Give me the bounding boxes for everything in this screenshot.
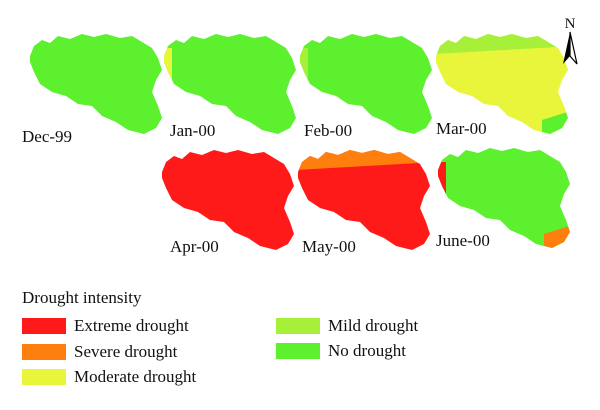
- legend-item-mild-drought: Mild drought: [276, 316, 418, 336]
- basin-base-fill: [30, 34, 162, 134]
- map-panel-apr-00: [162, 150, 294, 250]
- map-panel-may-00: [298, 150, 430, 250]
- legend-label: No drought: [328, 341, 406, 360]
- legend-title: Drought intensity: [22, 288, 142, 307]
- basin-base-fill: [162, 150, 294, 250]
- map-label: May-00: [302, 237, 356, 256]
- drought-patch-mild-drought: [300, 48, 308, 84]
- legend-swatch: [276, 318, 320, 334]
- legend-item-extreme-drought: Extreme drought: [22, 316, 189, 336]
- map-label: Jan-00: [170, 121, 215, 140]
- legend-item-no-drought: No drought: [276, 341, 406, 361]
- drought-patch-severe-drought: [544, 224, 570, 248]
- legend-swatch: [22, 318, 66, 334]
- basin-base-fill: [164, 34, 296, 134]
- legend-label: Severe drought: [74, 342, 178, 361]
- map-label: Dec-99: [22, 127, 72, 146]
- legend-label: Mild drought: [328, 316, 419, 335]
- drought-patch-moderate-drought: [164, 48, 172, 84]
- drought-patch-extreme-drought: [438, 162, 446, 198]
- north-label: N: [565, 16, 576, 32]
- legend-swatch: [22, 369, 66, 385]
- north-arrow: [563, 31, 578, 65]
- legend-item-moderate-drought: Moderate drought: [22, 367, 196, 387]
- map-label: Feb-00: [304, 121, 352, 140]
- legend-swatch: [22, 344, 66, 360]
- legend-label: Extreme drought: [74, 316, 189, 335]
- map-panel-feb-00: [300, 34, 432, 134]
- map-panel-jan-00: [164, 34, 296, 134]
- legend-item-severe-drought: Severe drought: [22, 342, 177, 362]
- legend-swatch: [276, 343, 320, 359]
- drought-patch-no-drought: [542, 110, 568, 134]
- legend-label: Moderate drought: [74, 367, 197, 386]
- map-label: Apr-00: [170, 237, 219, 256]
- map-panel-dec-99: [30, 34, 162, 134]
- map-label: Mar-00: [436, 119, 487, 138]
- basin-base-fill: [300, 34, 432, 134]
- map-label: June-00: [436, 231, 490, 250]
